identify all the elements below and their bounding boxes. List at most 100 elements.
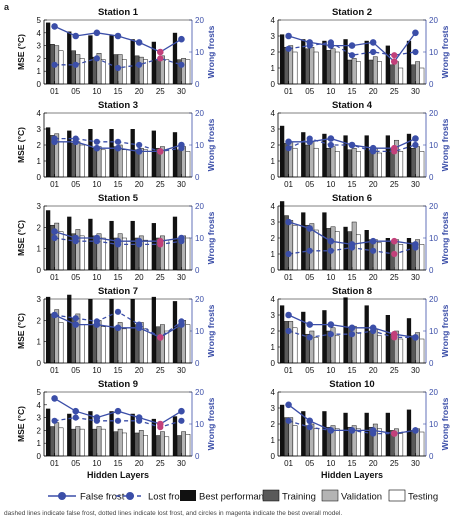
bar-testing — [100, 59, 106, 85]
bar-training — [155, 59, 161, 85]
bar-testing — [334, 335, 340, 364]
bar-validation — [330, 48, 336, 85]
bar-best — [279, 305, 285, 363]
bar-training — [113, 431, 119, 457]
y-tick-label: 1 — [271, 250, 276, 259]
x-tick-label: 15 — [348, 273, 357, 282]
bar-best — [385, 238, 390, 270]
legend-validation-swatch — [321, 489, 339, 502]
x-tick-label: 25 — [390, 180, 399, 189]
x-tick-label: 25 — [156, 180, 165, 189]
bar-testing — [377, 335, 382, 364]
bar-best — [406, 133, 412, 177]
lost-frost-point — [348, 52, 356, 59]
y2-tick-label: 0 — [195, 266, 200, 275]
bar-testing — [334, 151, 340, 178]
false-frost-point — [348, 241, 356, 248]
x-tick-label: 20 — [135, 459, 144, 468]
bar-best — [88, 218, 93, 270]
false-frost-point — [178, 141, 185, 149]
false-frost-point — [114, 144, 122, 152]
y2-tick-label: 10 — [195, 141, 204, 150]
lost-frost-point — [51, 234, 58, 242]
lost-frost-point — [327, 331, 334, 338]
legend-best-label: Best performance — [199, 492, 274, 503]
chart-title: Station 2 — [332, 7, 372, 18]
y2-tick-label: 10 — [429, 234, 438, 243]
bar-training — [50, 313, 55, 364]
false-frost-point — [156, 420, 164, 428]
chart-title: Station 7 — [98, 286, 138, 297]
bar-best — [130, 413, 135, 456]
y2-axis-label: Wrong frosts — [206, 304, 216, 357]
y-tick-label: 4 — [37, 29, 42, 38]
bar-best — [151, 223, 156, 270]
bar-training — [326, 147, 332, 178]
bar-best — [109, 411, 114, 456]
x-tick-label: 30 — [411, 366, 420, 375]
lost-frost-point — [178, 61, 185, 68]
figure-top-caption: a — [4, 2, 10, 12]
x-tick-label: 25 — [156, 273, 165, 282]
chart-title: Station 6 — [332, 193, 372, 204]
lost-frost-point — [348, 331, 356, 338]
chart-title: Station 10 — [329, 379, 374, 390]
x-tick-label: 30 — [411, 459, 420, 468]
false-frost-point — [412, 334, 419, 341]
lost-frost-point — [327, 141, 334, 149]
false-frost-point — [285, 311, 292, 319]
false-frost-point — [178, 321, 185, 328]
y2-tick-label: 10 — [195, 48, 204, 57]
bar-best — [172, 301, 178, 363]
x-tick-label: 30 — [177, 273, 186, 282]
y-tick-label: 4 — [37, 401, 42, 410]
bar-validation — [75, 313, 81, 364]
x-tick-label: 20 — [369, 366, 378, 375]
bar-testing — [122, 432, 127, 457]
y2-axis-label: Wrong frosts — [206, 397, 216, 450]
y2-tick-label: 10 — [195, 234, 204, 243]
bar-best — [67, 31, 72, 84]
y-tick-label: 0 — [37, 173, 42, 182]
bar-best — [45, 127, 51, 177]
bar-best — [67, 294, 72, 363]
lost-frost-point — [285, 327, 292, 335]
y2-tick-label: 20 — [429, 388, 438, 397]
x-axis-label: Hidden Layers — [321, 470, 383, 480]
bar-testing — [356, 332, 361, 364]
false-frost-point — [156, 237, 164, 245]
false-frost-point — [348, 427, 356, 434]
false-frost-point — [51, 138, 58, 146]
y-tick-label: 1 — [271, 436, 276, 445]
bar-best — [109, 129, 114, 177]
bar-testing — [334, 51, 340, 85]
chart-title: Station 4 — [332, 100, 373, 111]
bar-testing — [79, 428, 85, 457]
y-tick-label: 3 — [37, 295, 42, 304]
y2-tick-label: 20 — [195, 109, 204, 118]
bar-best — [343, 412, 348, 456]
bar-testing — [292, 51, 298, 85]
bar-best — [301, 212, 306, 270]
bar-validation — [160, 324, 165, 364]
x-tick-label: 30 — [177, 459, 186, 468]
bar-best — [364, 135, 369, 177]
y-tick-label: 4 — [271, 16, 276, 25]
bar-best — [45, 22, 51, 85]
bar-testing — [100, 149, 106, 178]
false-frost-point — [369, 39, 377, 46]
bar-testing — [58, 322, 64, 364]
x-tick-label: 10 — [326, 459, 335, 468]
bar-validation — [351, 147, 357, 178]
lost-frost-point — [391, 250, 398, 258]
y2-tick-label: 0 — [429, 173, 434, 182]
y2-tick-label: 10 — [195, 327, 204, 336]
bar-best — [67, 413, 72, 456]
bar-best — [279, 125, 285, 177]
legend-lost-frost-marker — [126, 492, 134, 500]
false-frost-point — [135, 148, 143, 155]
bar-best — [322, 40, 327, 84]
bar-testing — [398, 67, 404, 85]
bar-best — [67, 216, 72, 270]
